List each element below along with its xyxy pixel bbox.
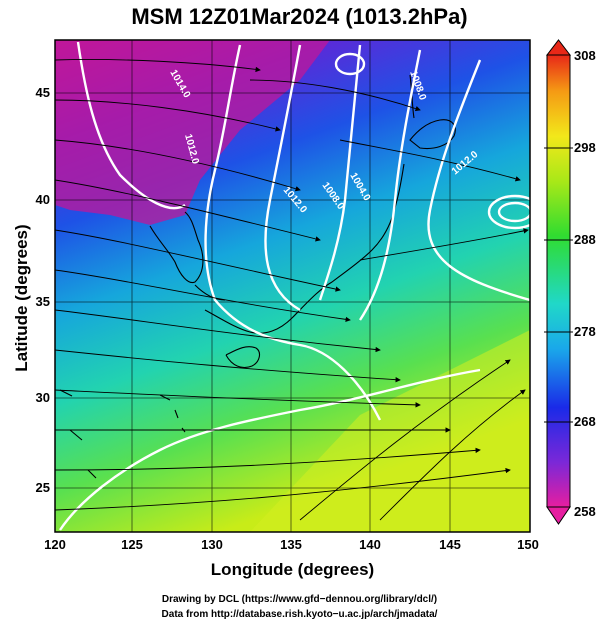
isobars — [59, 41, 530, 531]
warm-zone — [250, 330, 530, 532]
x-axis-ticks: 120 125 130 135 140 145 150 — [44, 537, 539, 552]
plot-area — [55, 40, 530, 532]
colorbar-labels: 308 298 288 278 268 258 — [574, 48, 596, 519]
chart-title: MSM 12Z01Mar2024 (1013.2hPa) — [131, 4, 468, 29]
x-axis-label: Longitude (degrees) — [210, 560, 375, 579]
y-axis-label: Latitude (degrees) — [12, 224, 31, 372]
graticule — [55, 40, 530, 532]
colorbar-tick-label: 268 — [574, 414, 596, 429]
colorbar-top-arrow — [545, 39, 572, 56]
y-tick-label: 40 — [36, 192, 50, 207]
y-axis-ticks: 25 30 35 40 45 — [36, 85, 50, 495]
colorbar-tick-label: 308 — [574, 48, 596, 63]
colorbar-bottom-arrow — [546, 506, 571, 525]
x-tick-label: 130 — [201, 537, 223, 552]
plot-frame — [54, 39, 531, 533]
y-tick-label: 30 — [36, 390, 50, 405]
colorbar — [544, 39, 573, 525]
x-tick-label: 150 — [517, 537, 539, 552]
x-tick-label: 145 — [439, 537, 461, 552]
x-tick-label: 120 — [44, 537, 66, 552]
credit-drawing: Drawing by DCL (https://www.gfd−dennou.o… — [161, 594, 438, 605]
y-tick-label: 35 — [36, 294, 50, 309]
x-tick-label: 125 — [121, 537, 143, 552]
colorbar-tick-label: 278 — [574, 324, 596, 339]
colorbar-tick-label: 298 — [574, 140, 596, 155]
colorbar-tick-label: 258 — [574, 504, 596, 519]
coastlines — [59, 74, 456, 479]
y-tick-label: 25 — [36, 480, 50, 495]
colorbar-tick-label: 288 — [574, 232, 596, 247]
streamlines — [55, 59, 529, 521]
colorbar-scale — [546, 54, 571, 508]
y-tick-label: 45 — [36, 85, 50, 100]
credit-data: Data from http://database.rish.kyoto−u.a… — [161, 609, 438, 620]
x-tick-label: 140 — [359, 537, 381, 552]
x-tick-label: 135 — [280, 537, 302, 552]
